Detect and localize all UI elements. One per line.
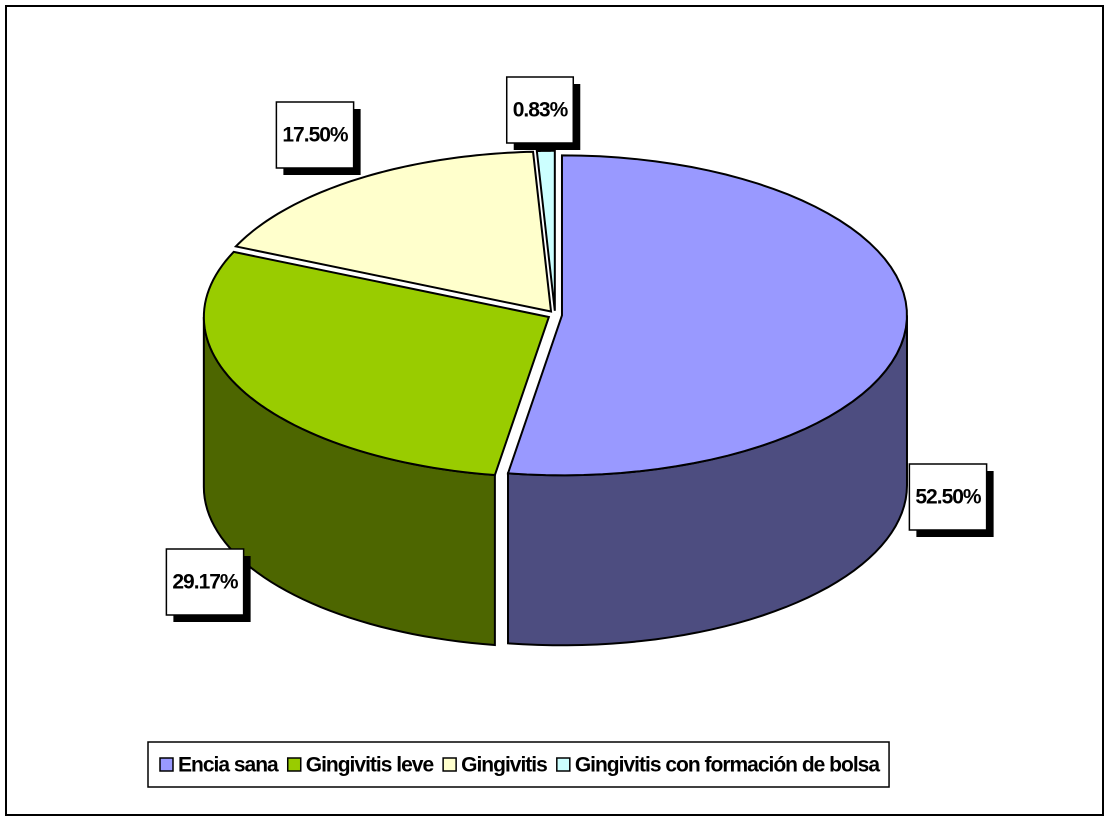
legend-label: Gingivitis con formación de bolsa — [575, 754, 881, 777]
legend-label: Gingivitis leve — [306, 754, 434, 777]
label-box — [165, 548, 245, 616]
pie-slice — [202, 250, 551, 647]
label-box — [505, 76, 575, 144]
data-label: 17.50% — [282, 124, 349, 147]
legend-label: Gingivitis — [461, 754, 547, 777]
label-box — [275, 101, 355, 169]
legend-label: Encia sana — [178, 754, 279, 777]
label-box — [908, 463, 988, 531]
slice-top — [202, 250, 551, 477]
slice-top — [233, 150, 553, 313]
slice-top — [535, 149, 556, 311]
legend-swatch — [442, 757, 457, 772]
legend-box — [147, 741, 890, 788]
pie-slice — [535, 149, 556, 311]
legend-swatch — [286, 757, 302, 772]
legend-swatch — [159, 757, 174, 772]
slice-top — [506, 154, 908, 477]
data-label: 0.83% — [513, 99, 569, 122]
legend-swatch — [556, 757, 571, 772]
pie-slice — [506, 154, 908, 647]
data-label: 29.17% — [172, 571, 239, 594]
pie-slice — [233, 150, 553, 313]
data-label: 52.50% — [915, 486, 982, 509]
